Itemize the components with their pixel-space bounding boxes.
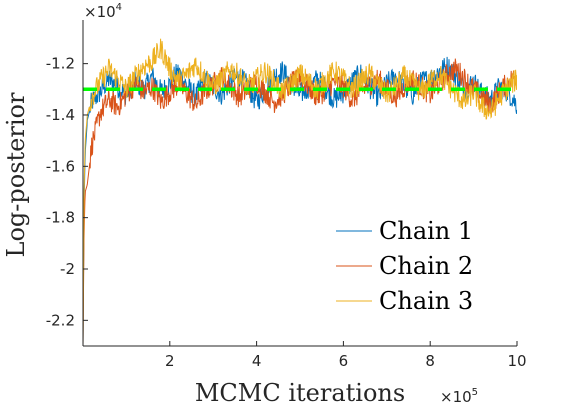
y-tick-label: -1.2 bbox=[46, 55, 75, 73]
y-tick-label: -1.4 bbox=[46, 106, 75, 124]
legend-label-chain-3: Chain 3 bbox=[379, 287, 473, 315]
x-tick-label: 4 bbox=[252, 352, 262, 370]
x-tick-label: 8 bbox=[425, 352, 435, 370]
exponent-power: 5 bbox=[472, 387, 478, 398]
axes bbox=[82, 20, 517, 347]
legend: Chain 1 Chain 2 Chain 3 bbox=[336, 217, 473, 315]
plot-area bbox=[83, 38, 517, 346]
x-tick-label: 6 bbox=[339, 352, 349, 370]
y-tick-label: -1.8 bbox=[46, 209, 75, 227]
series-line-chain-1 bbox=[83, 56, 517, 346]
exponent-base: ×10 bbox=[440, 388, 472, 406]
x-tick-label: 10 bbox=[507, 352, 526, 370]
axis-ticks: 2 4 6 8 10 -2.2 -2 -1.8 -1.6 -1.4 -1.2 bbox=[46, 55, 527, 370]
y-axis-exponent: ×104 bbox=[84, 2, 122, 21]
x-axis-title: MCMC iterations bbox=[195, 379, 405, 407]
x-tick-label: 2 bbox=[165, 352, 175, 370]
legend-label-chain-2: Chain 2 bbox=[379, 252, 473, 280]
x-axis-exponent: ×105 bbox=[440, 387, 478, 406]
series-line-chain-3 bbox=[83, 38, 517, 346]
y-tick-label: -2.2 bbox=[46, 311, 75, 329]
exponent-power: 4 bbox=[116, 2, 122, 13]
legend-label-chain-1: Chain 1 bbox=[379, 217, 473, 245]
y-tick-label: -1.6 bbox=[46, 157, 75, 175]
y-tick-label: -2 bbox=[60, 260, 75, 278]
exponent-base: ×10 bbox=[84, 3, 116, 21]
y-axis-title: Log-posterior bbox=[2, 92, 30, 257]
